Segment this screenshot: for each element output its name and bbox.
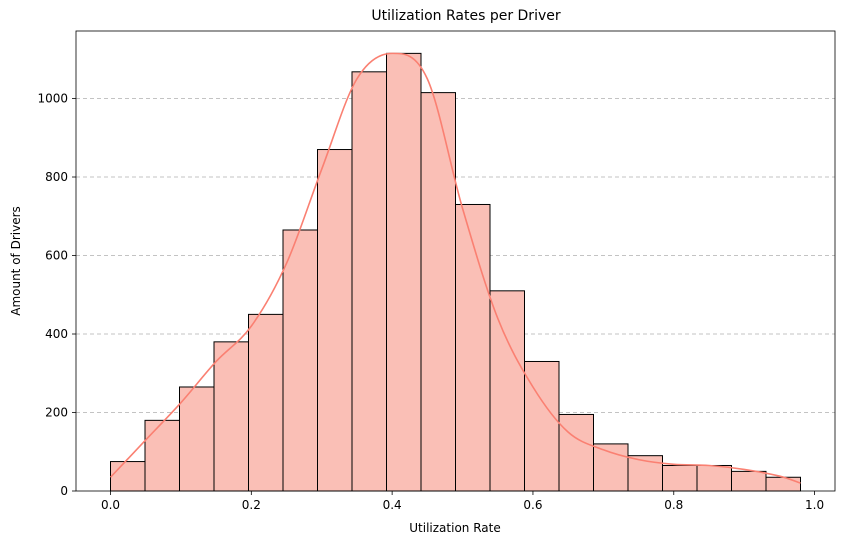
histogram-bar <box>455 203 491 492</box>
y-axis: 0 200 400 600 800 1000 <box>37 92 76 498</box>
x-tick-label: 0.4 <box>383 498 402 512</box>
y-tick-label: 0 <box>60 484 68 498</box>
histogram-bar <box>765 476 801 492</box>
chart-title: Utilization Rates per Driver <box>371 8 560 24</box>
x-tick-label: 0.2 <box>242 498 261 512</box>
histogram-bar <box>386 52 422 492</box>
histogram-bar <box>731 470 767 492</box>
y-tick-label: 400 <box>45 327 68 341</box>
histogram-bar <box>420 92 456 492</box>
histogram-bar <box>110 461 146 492</box>
kde-layer <box>109 52 801 484</box>
histogram-bar <box>489 290 525 492</box>
histogram-bar <box>213 341 249 492</box>
bars-layer <box>110 52 801 492</box>
histogram-bar <box>248 313 284 492</box>
x-tick-label: 0.6 <box>523 498 542 512</box>
histogram-bar <box>696 464 732 492</box>
y-axis-label: Amount of Drivers <box>9 206 23 316</box>
y-tick-label: 600 <box>45 249 68 263</box>
histogram-bar <box>144 419 180 492</box>
y-tick-label: 800 <box>45 170 68 184</box>
plot-frame <box>75 30 836 492</box>
y-tick-label: 200 <box>45 406 68 420</box>
histogram-bar <box>558 413 594 492</box>
x-axis-label: Utilization Rate <box>409 521 500 535</box>
x-tick-label: 0.0 <box>101 498 120 512</box>
histogram-bar <box>317 149 353 492</box>
histogram-bar <box>179 386 215 492</box>
histogram-bar <box>351 71 387 492</box>
histogram-bar <box>282 229 318 492</box>
x-axis: 0.0 0.2 0.4 0.6 0.8 1.0 <box>101 491 824 512</box>
histogram-bar <box>662 464 698 492</box>
x-tick-label: 1.0 <box>805 498 824 512</box>
x-tick-label: 0.8 <box>664 498 683 512</box>
kde-line <box>109 52 801 484</box>
y-tick-label: 1000 <box>37 92 68 106</box>
histogram-bar <box>593 443 629 492</box>
